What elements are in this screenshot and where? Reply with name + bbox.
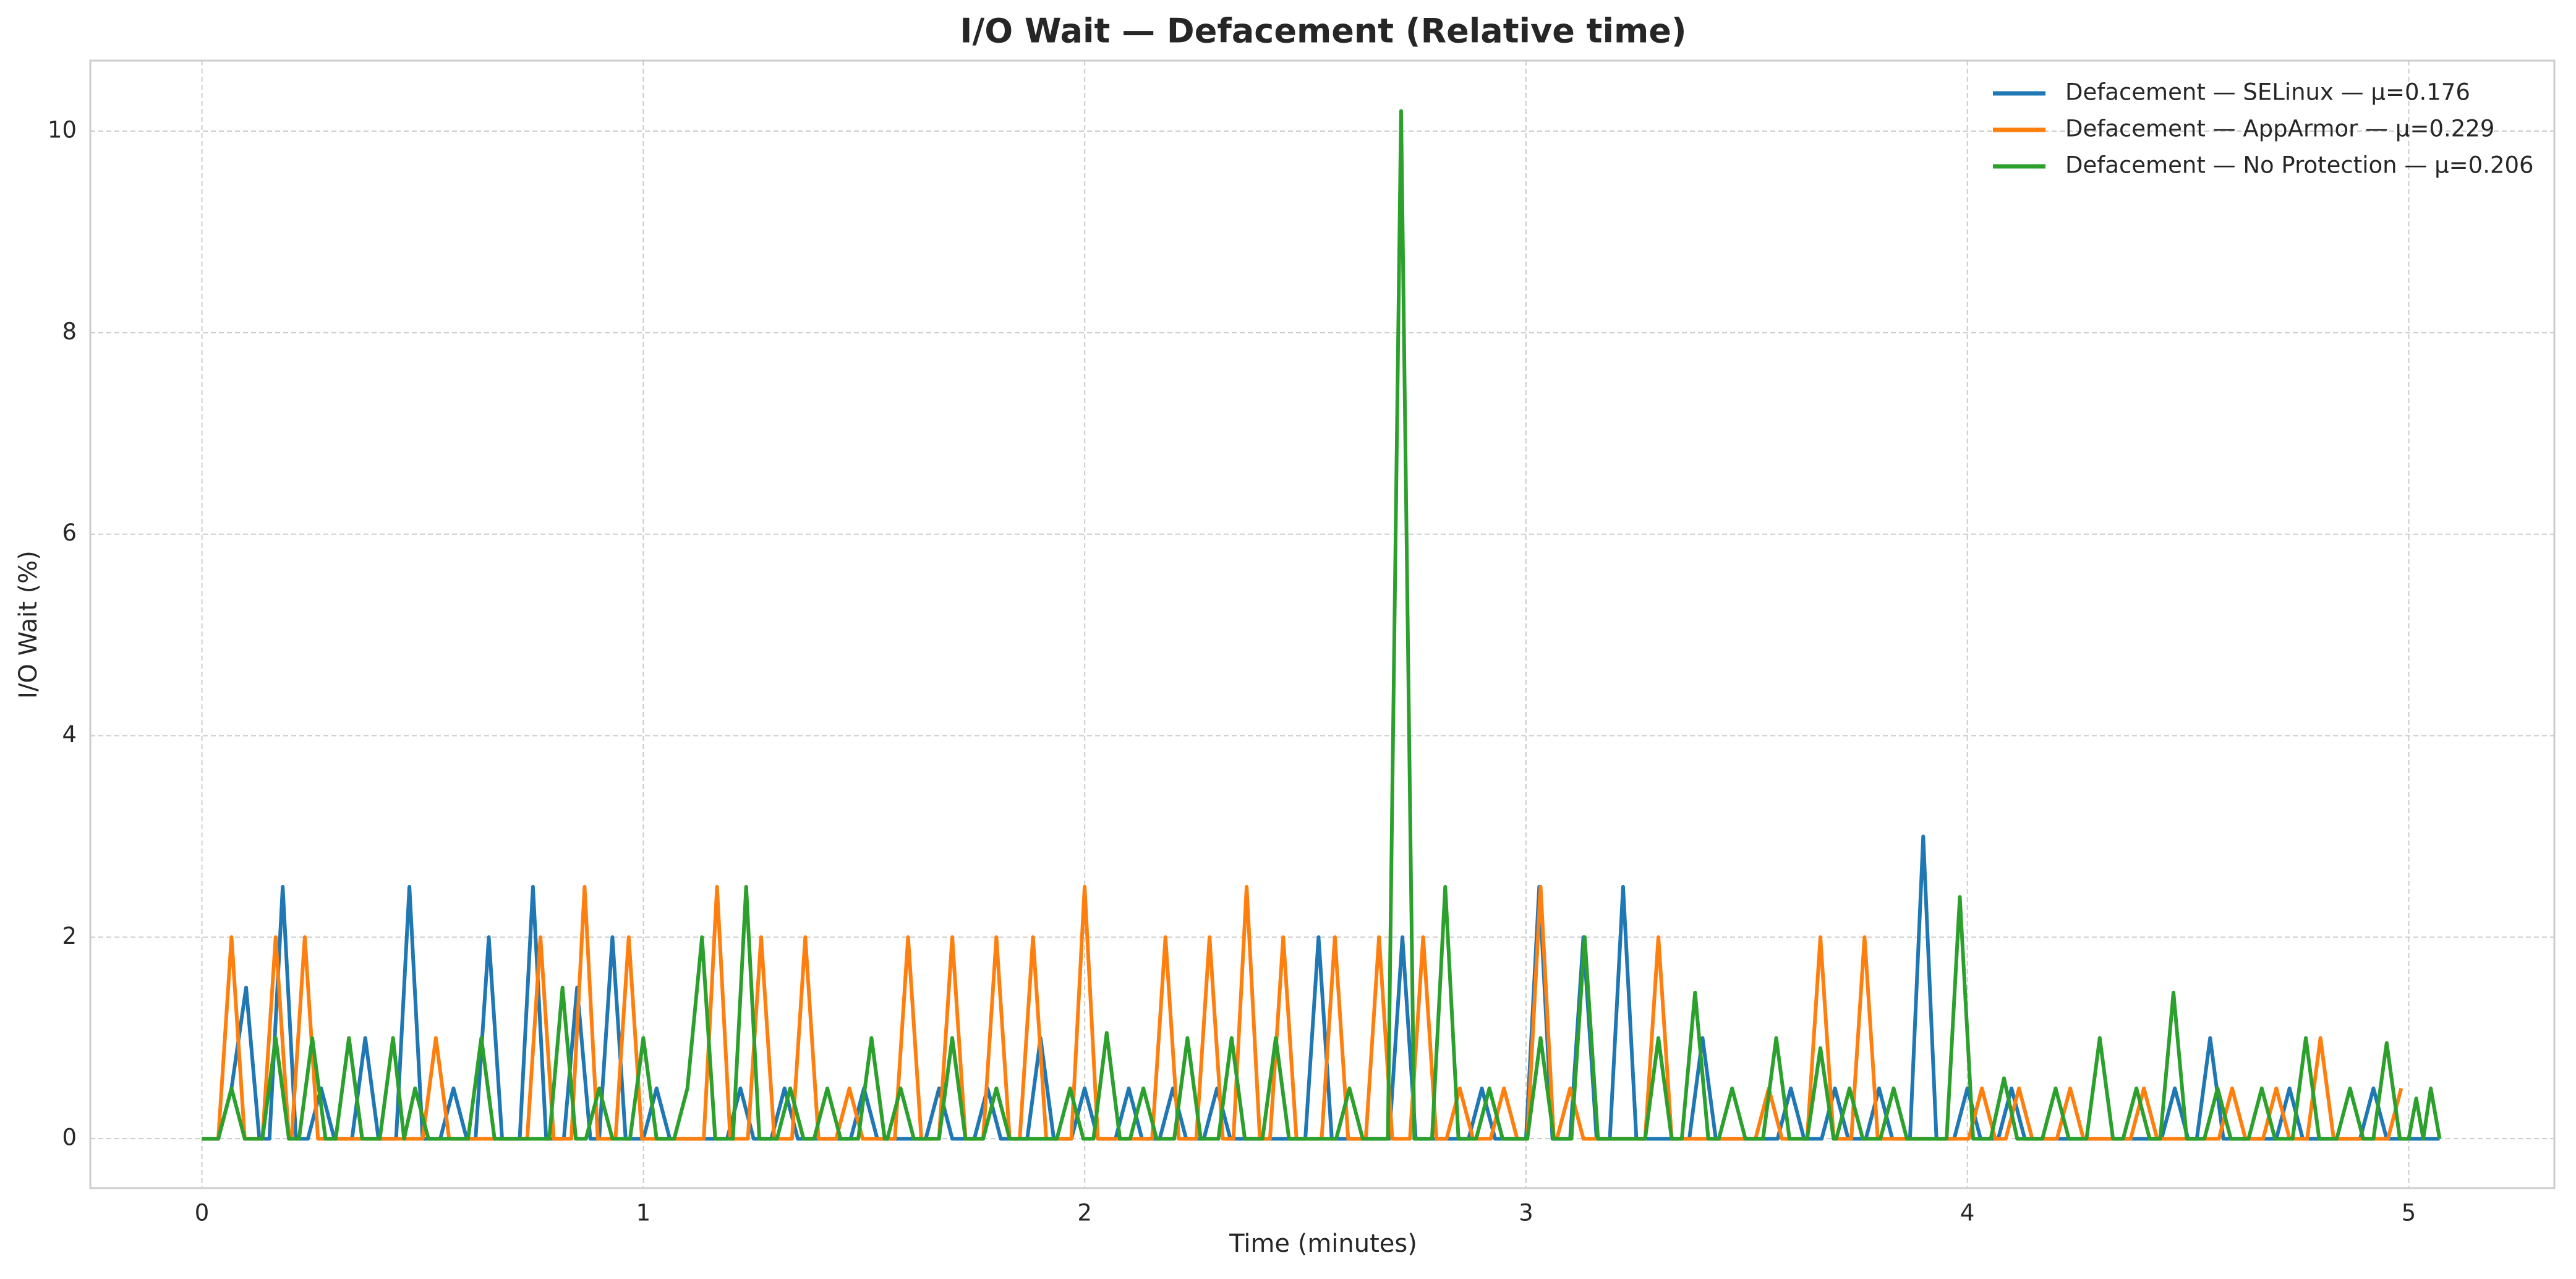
y-tick-label: 2 xyxy=(62,923,77,949)
x-tick-label: 2 xyxy=(1077,1200,1092,1226)
chart-title: I/O Wait — Defacement (Relative time) xyxy=(960,12,1686,51)
y-axis-label: I/O Wait (%) xyxy=(14,550,43,699)
y-tick-label: 4 xyxy=(62,721,77,748)
x-tick-label: 3 xyxy=(1519,1200,1533,1226)
x-tick-label: 1 xyxy=(636,1200,651,1226)
legend-label: Defacement — AppArmor — μ=0.229 xyxy=(2065,116,2494,142)
series-line xyxy=(202,109,2442,1141)
plot-frame xyxy=(89,59,2556,1189)
y-tick-label: 8 xyxy=(62,318,77,344)
x-tick-label: 0 xyxy=(195,1200,210,1226)
legend-label: Defacement — No Protection — μ=0.206 xyxy=(2065,152,2534,179)
x-tick-label: 5 xyxy=(2402,1200,2416,1226)
legend-label: Defacement — SELinux — μ=0.176 xyxy=(2065,79,2470,106)
x-axis-label: Time (minutes) xyxy=(1229,1230,1417,1258)
y-tick-label: 6 xyxy=(62,520,77,546)
y-tick-label: 0 xyxy=(62,1124,77,1151)
x-tick-label: 4 xyxy=(1960,1200,1975,1226)
y-tick-label: 10 xyxy=(48,117,77,143)
series-line xyxy=(202,884,2403,1141)
